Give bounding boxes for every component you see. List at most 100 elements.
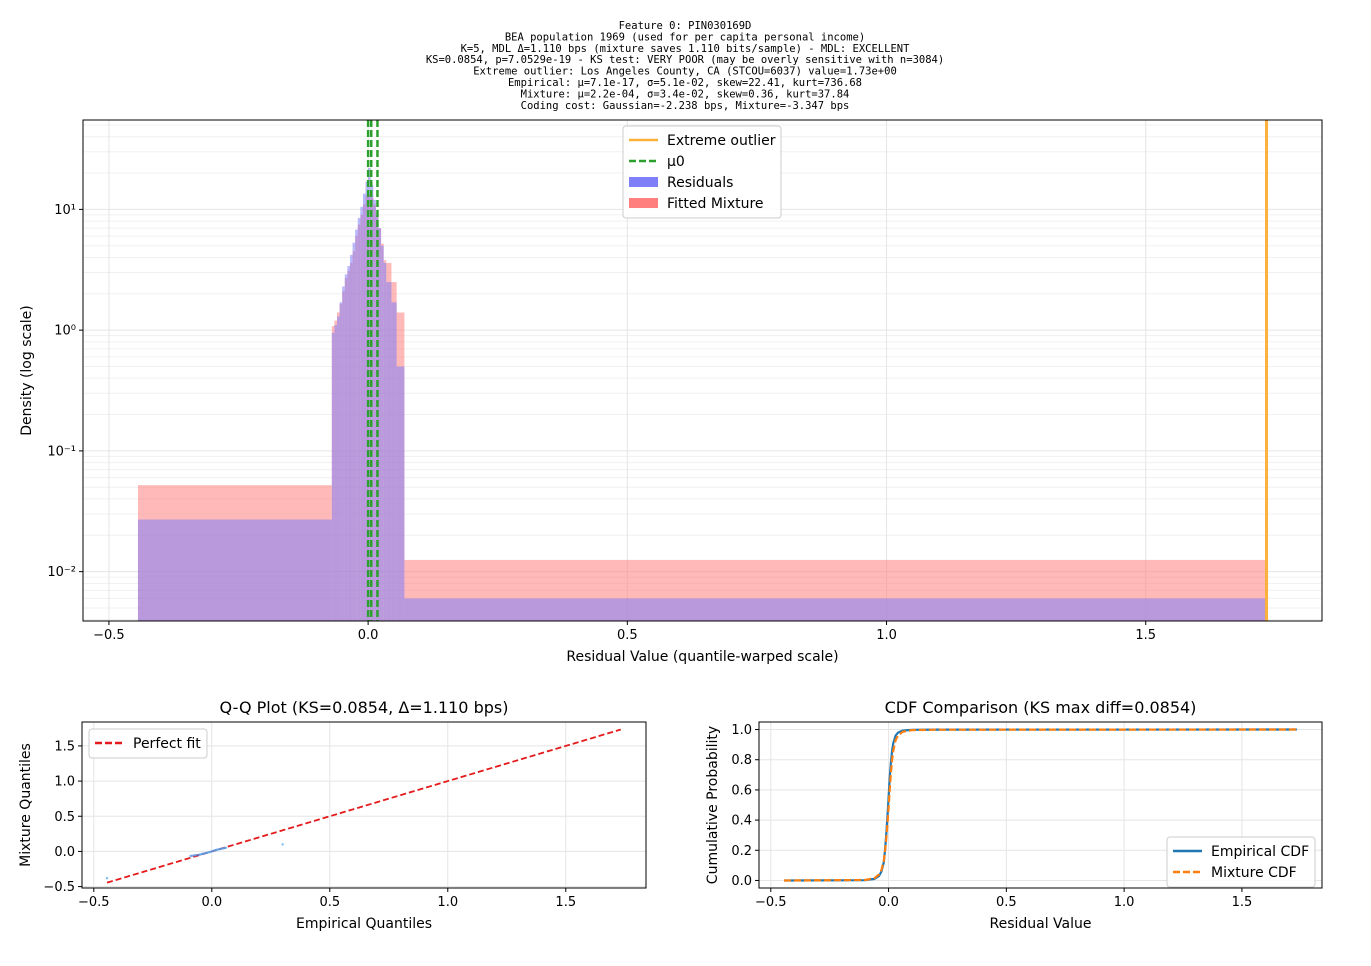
histogram-bar (137, 519, 332, 621)
x-tick-label: −0.5 (755, 895, 787, 910)
qq-title: Q-Q Plot (KS=0.0854, Δ=1.110 bps) (220, 698, 509, 717)
cdf-legend: Empirical CDF Mixture CDF (1166, 836, 1316, 888)
histogram-bar (360, 206, 363, 621)
y-tick-label: 0.8 (731, 753, 752, 768)
x-tick-label: 1.5 (1232, 895, 1253, 910)
histogram-bar (347, 265, 350, 621)
qq-point (203, 852, 206, 855)
histogram-bar (381, 245, 384, 621)
qq-x-ticks: −0.5 0.0 0.5 1.0 1.5 (78, 888, 576, 910)
qq-y-ticks: −0.5 0.0 0.5 1.0 1.5 (43, 739, 82, 895)
qq-point (220, 847, 223, 850)
legend-label: Residuals (667, 175, 733, 191)
y-tick-label: 0.0 (54, 845, 75, 860)
histogram-frame (82, 119, 1323, 622)
figure-title-line: Extreme outlier: Los Angeles County, CA … (473, 66, 897, 78)
qq-point (281, 843, 284, 846)
histogram-bar (344, 274, 348, 621)
qq-point (222, 847, 225, 850)
x-tick-label: 1.0 (876, 628, 897, 643)
qq-legend: Perfect fit (88, 728, 208, 759)
cdf-content (783, 728, 1297, 882)
y-tick-label: −0.5 (43, 880, 75, 895)
histogram-bar (339, 302, 343, 621)
qq-frame (81, 721, 647, 889)
x-tick-label: 1.0 (1114, 895, 1135, 910)
qq-point (210, 850, 213, 853)
figure-title-line: Mixture: μ=2.2e-04, σ=3.4e-02, skew=0.36… (521, 88, 850, 100)
legend-box (1166, 836, 1316, 888)
x-tick-label: 0.5 (319, 895, 340, 910)
y-tick-label: 1.5 (54, 739, 75, 754)
legend-label: Extreme outlier (667, 133, 776, 149)
histogram-bar (365, 181, 369, 622)
x-tick-label: 0.0 (878, 895, 899, 910)
histogram-bar (386, 282, 392, 621)
perfect-fit-line (106, 728, 622, 884)
legend-label: Empirical CDF (1211, 844, 1309, 860)
histogram-bar (404, 598, 1267, 621)
legend-swatch (629, 177, 658, 187)
x-tick-label: 1.0 (437, 895, 458, 910)
qq-x-label: Empirical Quantiles (296, 916, 432, 932)
y-tick-label: 10⁰ (54, 324, 76, 339)
figure-title-line: KS=0.0854, p=7.0529e-19 - KS test: VERY … (426, 54, 944, 66)
legend-swatch (629, 198, 658, 208)
y-tick-label: 1.0 (54, 775, 75, 790)
figure-title-line: Coding cost: Gaussian=-2.238 bps, Mixtur… (521, 100, 850, 112)
cdf-x-label: Residual Value (989, 916, 1091, 932)
qq-point (212, 849, 216, 852)
y-tick-label: 0.2 (731, 844, 752, 859)
cdf-title: CDF Comparison (KS max diff=0.0854) (885, 698, 1197, 717)
histogram-bars (137, 168, 1267, 622)
histogram-bar (375, 214, 379, 621)
histogram-bar (352, 242, 356, 622)
histogram-bar (355, 229, 358, 621)
histogram-bar (349, 254, 353, 621)
qq-point (194, 854, 197, 857)
legend-box (622, 125, 782, 219)
histogram-bar (362, 193, 366, 621)
legend-label: Mixture CDF (1211, 865, 1297, 881)
qq-point (198, 853, 202, 856)
y-tick-label: 1.0 (731, 723, 752, 738)
histogram-bar (357, 217, 361, 622)
x-tick-label: 1.5 (1135, 628, 1156, 643)
cdf-y-ticks: 0.0 0.2 0.4 0.6 0.8 1.0 (731, 723, 759, 889)
histogram-bar (383, 262, 387, 621)
figure-title-line: Feature 0: PIN030169D (619, 20, 752, 32)
qq-point (215, 848, 218, 852)
qq-point (189, 854, 192, 858)
x-tick-label: 1.5 (555, 895, 576, 910)
y-tick-label: 0.6 (731, 783, 752, 798)
qq-content (105, 728, 622, 884)
histogram-bar (378, 228, 382, 621)
y-tick-label: 10⁻¹ (47, 444, 76, 459)
y-tick-label: 10¹ (54, 203, 76, 218)
histogram-bar (342, 286, 345, 621)
histogram-y-ticks: 10⁻² 10⁻¹ 10⁰ 10¹ (47, 203, 83, 580)
legend-label: Perfect fit (133, 736, 201, 752)
cdf-y-label: Cumulative Probability (705, 726, 721, 884)
y-tick-label: 10⁻² (47, 565, 76, 580)
cdf-series-line (783, 728, 1297, 882)
legend-box (88, 728, 208, 759)
qq-point (205, 851, 209, 855)
cdf-x-ticks: −0.5 0.0 0.5 1.0 1.5 (755, 888, 1252, 910)
figure-title-line: Empirical: μ=7.1e-17, σ=5.1e-02, skew=22… (508, 77, 862, 89)
qq-point (201, 852, 204, 856)
legend-label: μ0 (667, 154, 685, 170)
histogram-bar (396, 366, 405, 621)
histogram-bar (337, 316, 340, 621)
histogram-x-label: Residual Value (quantile-warped scale) (566, 649, 838, 665)
qq-point (224, 846, 228, 849)
cdf-panel: CDF Comparison (KS max diff=0.0854) −0.5… (705, 698, 1323, 932)
x-tick-label: −0.5 (93, 628, 125, 643)
histogram-bar (368, 168, 371, 622)
y-tick-label: 0.4 (731, 814, 752, 829)
x-tick-label: 0.5 (996, 895, 1017, 910)
qq-grid (82, 722, 646, 888)
cdf-frame (758, 721, 1323, 889)
